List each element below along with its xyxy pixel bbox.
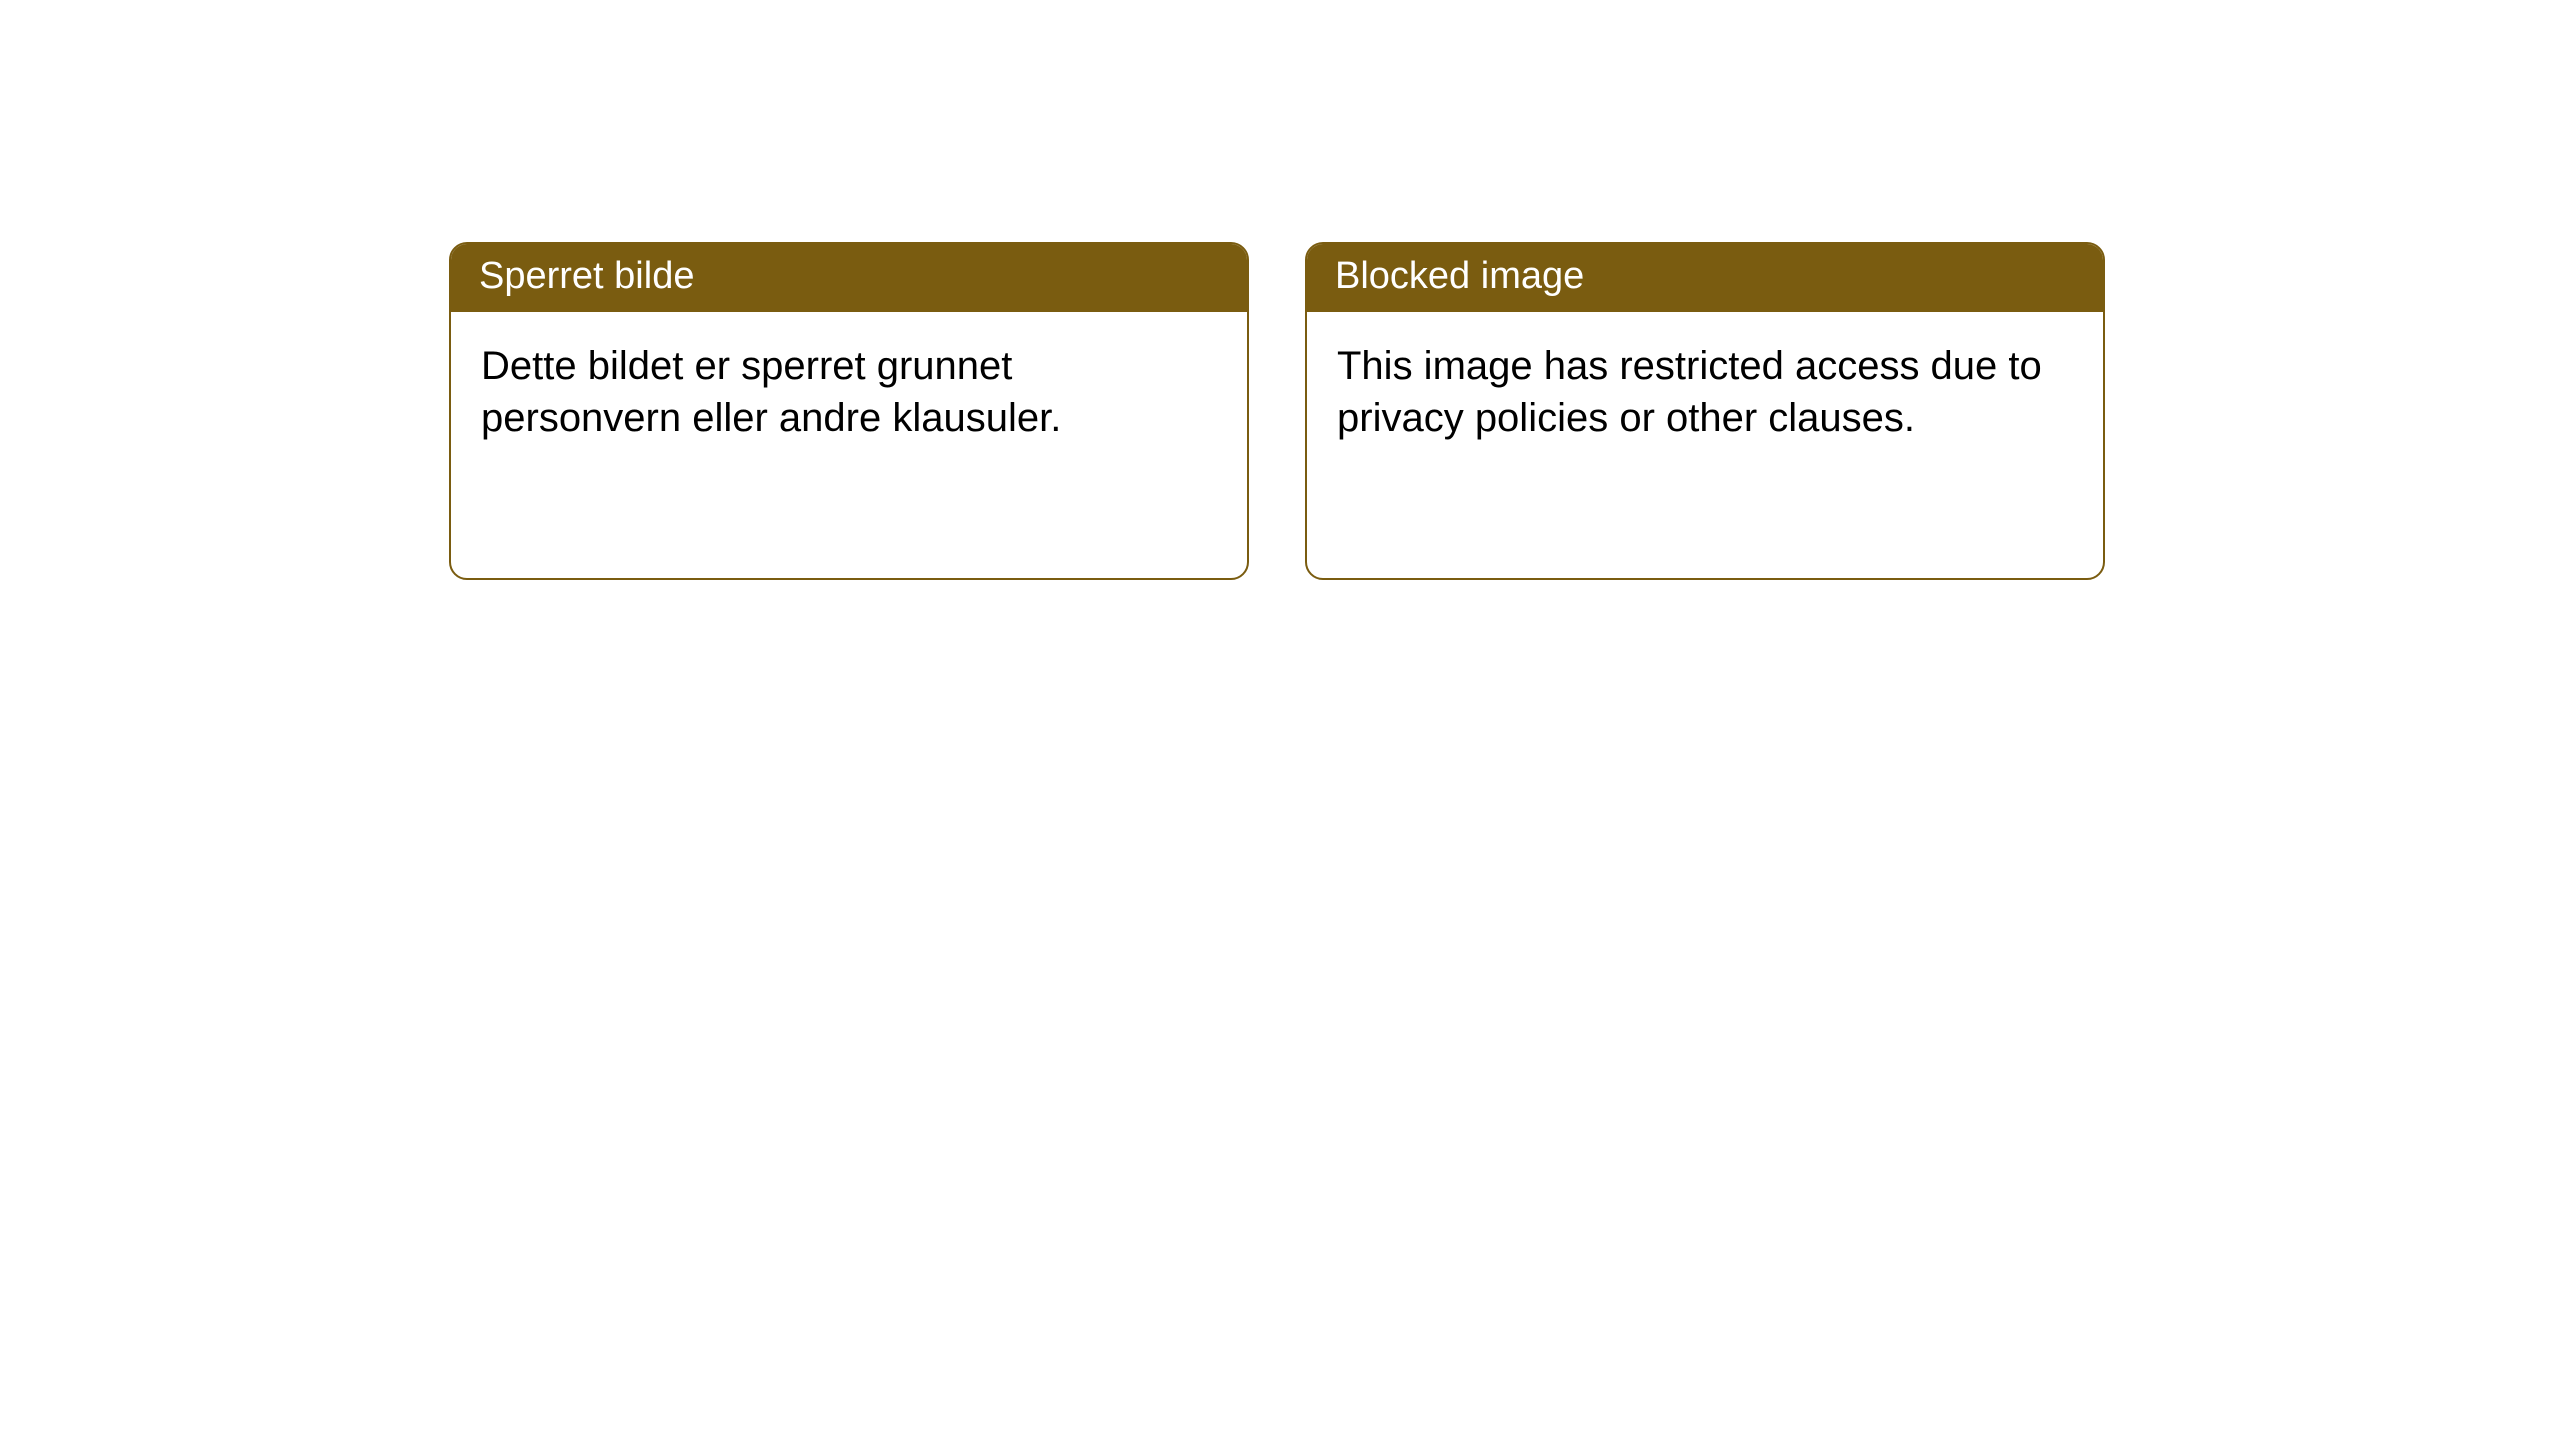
notice-text: Dette bildet er sperret grunnet personve… bbox=[481, 340, 1217, 446]
notice-title: Sperret bilde bbox=[451, 244, 1247, 312]
notice-container: Sperret bilde Dette bildet er sperret gr… bbox=[449, 242, 2105, 580]
notice-body: Dette bildet er sperret grunnet personve… bbox=[451, 312, 1247, 474]
notice-body: This image has restricted access due to … bbox=[1307, 312, 2103, 474]
notice-text: This image has restricted access due to … bbox=[1337, 340, 2073, 446]
notice-card-english: Blocked image This image has restricted … bbox=[1305, 242, 2105, 580]
notice-title: Blocked image bbox=[1307, 244, 2103, 312]
notice-card-norwegian: Sperret bilde Dette bildet er sperret gr… bbox=[449, 242, 1249, 580]
